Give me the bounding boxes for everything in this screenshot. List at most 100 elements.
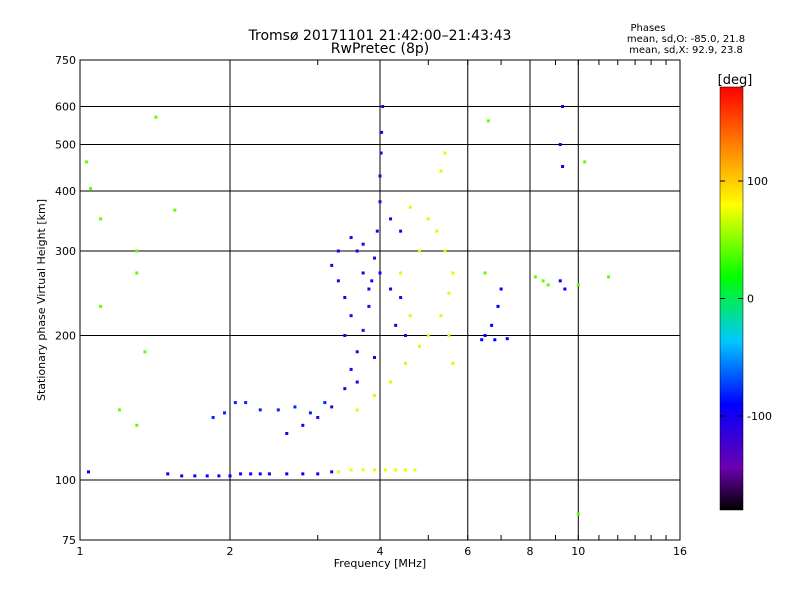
- data-point: [249, 472, 253, 476]
- data-point: [336, 249, 340, 253]
- data-point: [486, 119, 490, 123]
- data-point: [541, 279, 545, 283]
- data-point: [381, 105, 385, 109]
- y-tick-label: 750: [55, 54, 76, 67]
- data-point: [483, 271, 487, 275]
- data-point: [293, 405, 297, 409]
- data-point: [389, 380, 393, 384]
- data-point: [439, 314, 443, 318]
- data-point: [193, 474, 197, 478]
- data-point: [373, 394, 377, 398]
- data-point: [380, 130, 384, 134]
- data-point: [546, 283, 550, 287]
- data-point: [223, 411, 227, 415]
- data-point: [375, 229, 379, 233]
- data-point: [205, 474, 209, 478]
- data-point: [173, 208, 177, 212]
- data-point: [258, 408, 262, 412]
- data-point: [607, 275, 611, 279]
- y-tick-label: 200: [55, 330, 76, 343]
- y-tick-label: 600: [55, 101, 76, 114]
- data-point: [499, 287, 503, 291]
- data-point: [355, 249, 359, 253]
- data-point: [143, 350, 147, 354]
- data-point: [367, 304, 371, 308]
- data-point: [267, 472, 271, 476]
- x-tick-label: 1: [77, 545, 84, 558]
- data-point: [244, 401, 248, 405]
- data-point: [490, 323, 494, 327]
- data-point: [403, 361, 407, 365]
- x-tick-label: 10: [571, 545, 585, 558]
- data-point: [89, 186, 93, 190]
- data-point: [301, 423, 305, 427]
- grid-lines: [80, 60, 680, 540]
- stats-heading: Phases: [630, 23, 665, 34]
- data-point: [355, 380, 359, 384]
- chart-title: Tromsø 20171101 21:42:00–21:43:43: [248, 28, 512, 44]
- y-axis-label: Stationary phase Virtual Height [km]: [35, 199, 48, 401]
- data-point: [496, 304, 500, 308]
- data-point: [361, 242, 365, 246]
- data-point: [99, 304, 103, 308]
- x-tick-label: 8: [527, 545, 534, 558]
- data-point: [316, 415, 320, 419]
- data-point: [378, 174, 382, 178]
- data-point: [378, 271, 382, 275]
- data-point: [561, 164, 565, 168]
- data-point: [480, 338, 484, 342]
- data-point: [389, 217, 393, 221]
- data-point: [349, 236, 353, 240]
- data-point: [558, 279, 562, 283]
- data-point: [343, 387, 347, 391]
- data-point: [451, 361, 455, 365]
- data-point: [301, 472, 305, 476]
- data-point: [435, 229, 439, 233]
- data-point: [505, 337, 509, 341]
- data-point: [330, 405, 334, 409]
- data-point: [285, 432, 289, 436]
- data-point: [180, 474, 184, 478]
- data-point: [493, 338, 497, 342]
- data-point: [308, 411, 312, 415]
- data-point: [343, 296, 347, 300]
- stats-line-x: mean, sd,X: 92.9, 23.8: [629, 45, 743, 56]
- data-point: [343, 334, 347, 338]
- data-point: [135, 249, 139, 253]
- x-tick-label: 4: [377, 545, 384, 558]
- data-point: [558, 143, 562, 147]
- data-point: [403, 334, 407, 338]
- data-point: [399, 296, 403, 300]
- axes: 1 2 4 6 8 10 16 75 100 200 300 400 500 600 750: [55, 54, 687, 558]
- data-point: [135, 423, 139, 427]
- data-point: [233, 401, 237, 405]
- data-point: [426, 334, 430, 338]
- data-point: [408, 205, 412, 209]
- data-point: [355, 350, 359, 354]
- data-point: [417, 344, 421, 348]
- y-tick-label: 400: [55, 185, 76, 198]
- data-point: [443, 151, 447, 155]
- stats-line-o: mean, sd,O: -85.0, 21.8: [627, 34, 745, 45]
- data-point: [86, 470, 90, 474]
- data-point: [563, 287, 567, 291]
- data-point: [426, 217, 430, 221]
- colorbar-tick-label: -100: [747, 410, 772, 423]
- data-point: [154, 115, 158, 119]
- data-point: [373, 256, 377, 260]
- data-point: [135, 271, 139, 275]
- data-point: [117, 408, 121, 412]
- data-point: [399, 229, 403, 233]
- y-tick-label: 75: [62, 534, 76, 547]
- data-point: [349, 314, 353, 318]
- data-point: [367, 287, 371, 291]
- data-point: [373, 355, 377, 359]
- data-point: [408, 314, 412, 318]
- data-point: [239, 472, 243, 476]
- colorbar-tick-label: 100: [747, 175, 768, 188]
- data-point: [349, 367, 353, 371]
- data-point: [483, 334, 487, 338]
- data-point: [373, 468, 377, 472]
- data-point: [583, 160, 587, 164]
- data-point: [349, 468, 353, 472]
